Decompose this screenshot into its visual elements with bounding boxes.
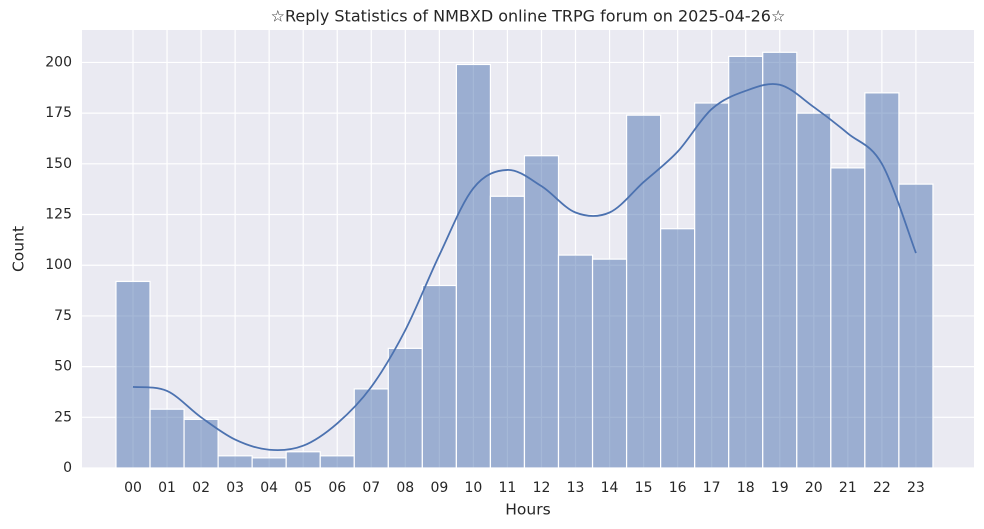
bar bbox=[523, 155, 560, 469]
x-tick-label: 09 bbox=[430, 480, 448, 496]
bar bbox=[217, 455, 253, 469]
y-tick-label: 150 bbox=[45, 156, 72, 172]
x-tick-label: 00 bbox=[124, 480, 142, 496]
bar bbox=[285, 451, 321, 469]
y-tick-label: 125 bbox=[45, 207, 72, 223]
y-tick-label: 50 bbox=[54, 359, 72, 375]
x-tick-label: 21 bbox=[839, 480, 857, 496]
chart-title: ☆Reply Statistics of NMBXD online TRPG f… bbox=[271, 7, 786, 26]
bar bbox=[660, 228, 696, 469]
bar bbox=[728, 55, 764, 469]
y-tick-label: 75 bbox=[54, 308, 72, 324]
x-tick-label: 16 bbox=[669, 480, 687, 496]
x-tick-label: 14 bbox=[601, 480, 619, 496]
bar bbox=[694, 102, 730, 469]
bar bbox=[319, 455, 355, 469]
x-tick-label: 23 bbox=[907, 480, 925, 496]
y-tick-label: 175 bbox=[45, 105, 72, 121]
x-tick-label: 08 bbox=[396, 480, 414, 496]
x-tick-label: 18 bbox=[737, 480, 755, 496]
x-tick-label: 11 bbox=[499, 480, 517, 496]
x-tick-label: 03 bbox=[226, 480, 244, 496]
bar bbox=[115, 280, 151, 469]
x-tick-label: 02 bbox=[192, 480, 210, 496]
bar bbox=[387, 347, 423, 469]
kde-line bbox=[132, 83, 917, 452]
bar bbox=[455, 63, 492, 469]
bar bbox=[762, 51, 798, 469]
x-tick-label: 10 bbox=[464, 480, 482, 496]
x-tick-label: 05 bbox=[294, 480, 312, 496]
x-tick-label: 22 bbox=[873, 480, 891, 496]
bar bbox=[898, 183, 934, 469]
bar bbox=[149, 408, 185, 469]
y-tick-label: 0 bbox=[63, 460, 72, 476]
x-tick-label: 12 bbox=[533, 480, 551, 496]
bar bbox=[421, 284, 457, 469]
x-tick-label: 13 bbox=[567, 480, 585, 496]
y-tick-label: 100 bbox=[45, 257, 72, 273]
y-tick-label: 25 bbox=[54, 409, 72, 425]
bar bbox=[830, 167, 866, 469]
x-tick-label: 19 bbox=[771, 480, 789, 496]
x-axis-label: Hours bbox=[505, 501, 550, 519]
x-tick-label: 15 bbox=[635, 480, 653, 496]
bar bbox=[251, 457, 287, 469]
x-tick-label: 17 bbox=[703, 480, 721, 496]
bar bbox=[591, 258, 628, 469]
bar bbox=[489, 195, 526, 469]
y-axis-label: Count bbox=[10, 226, 28, 272]
x-tick-label: 04 bbox=[260, 480, 278, 496]
bar bbox=[557, 254, 594, 469]
bar bbox=[796, 112, 832, 469]
bar bbox=[864, 92, 900, 469]
bar bbox=[183, 418, 219, 469]
x-tick-label: 07 bbox=[362, 480, 380, 496]
y-tick-label: 200 bbox=[45, 54, 72, 70]
bar bbox=[625, 114, 662, 469]
x-tick-label: 01 bbox=[158, 480, 176, 496]
x-tick-label: 20 bbox=[805, 480, 823, 496]
x-tick-label: 06 bbox=[328, 480, 346, 496]
